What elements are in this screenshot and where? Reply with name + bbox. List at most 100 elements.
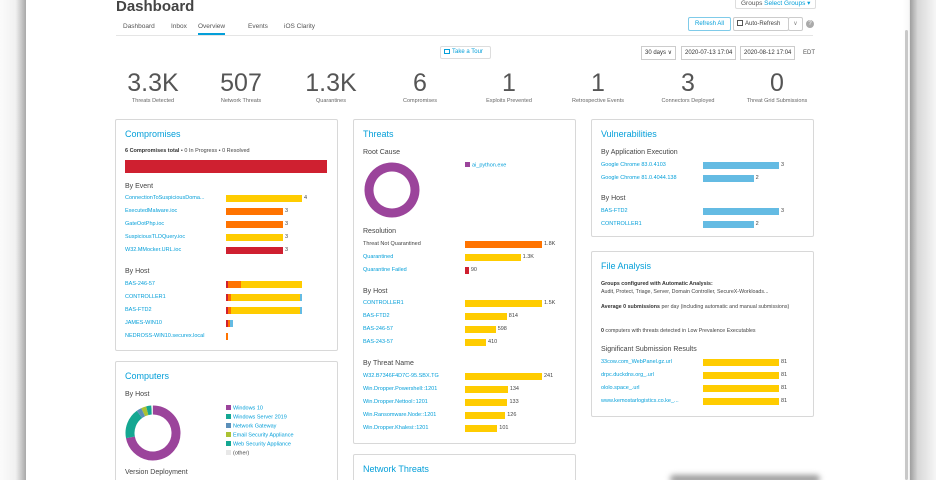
row-label[interactable]: W32.B7346F4D7C-95.SBX.TG [363, 373, 439, 379]
auto-refresh-toggle[interactable]: Auto-Refresh [733, 17, 789, 31]
bar[interactable] [703, 372, 779, 379]
legend-item[interactable]: Windows 10 [226, 405, 263, 412]
row-label[interactable]: BAS-246-57 [363, 326, 393, 332]
bar[interactable] [703, 398, 779, 405]
bar[interactable] [465, 267, 469, 274]
row-label[interactable]: 33cow.com_WebPanel.gz.url [601, 359, 672, 365]
row-label[interactable]: CONTROLLER1 [125, 294, 166, 300]
row-label[interactable]: GateOotPhp.ioc [125, 221, 165, 227]
row-label[interactable]: Quarantine Failed [363, 267, 407, 273]
end-date-input[interactable]: 2020-08-12 17:04 [740, 46, 796, 60]
row-label[interactable]: Quarantined [363, 254, 394, 260]
bar[interactable] [226, 195, 302, 202]
stat-compromises[interactable]: 6 Compromises [380, 70, 460, 104]
legend-item[interactable]: Windows Server 2019 [226, 414, 287, 421]
computers-title[interactable]: Computers [125, 371, 170, 381]
network-threats-title[interactable]: Network Threats [363, 464, 429, 474]
row-label[interactable]: BAS-FTD2 [363, 313, 390, 319]
bar[interactable] [465, 241, 542, 248]
bar[interactable] [465, 326, 496, 333]
row-label[interactable]: SuspiciousTLDQuery.ioc [125, 234, 186, 240]
auto-refresh-checkbox[interactable] [737, 20, 743, 26]
donut-slice[interactable] [364, 162, 420, 218]
bar[interactable] [465, 425, 498, 432]
row-label[interactable]: Win.Ransomware.Node::1201 [363, 412, 437, 418]
stat-network-threats[interactable]: 507 Network Threats [201, 70, 281, 104]
date-range-select[interactable]: 30 days ∨ [641, 46, 677, 60]
bar[interactable] [226, 234, 283, 241]
row-label[interactable]: Google Chrome 81.0.4044.138 [601, 175, 677, 181]
stat-threats-detected[interactable]: 3.3K Threats Detected [113, 70, 193, 104]
legend-item[interactable]: Email Security Appliance [226, 432, 294, 439]
row-label[interactable]: BAS-FTD2 [601, 208, 628, 214]
compromises-title[interactable]: Compromises [125, 129, 181, 139]
donut-slice[interactable] [125, 410, 143, 439]
bar[interactable] [226, 247, 283, 254]
take-tour-button[interactable]: Take a Tour [440, 46, 491, 59]
stacked-bar[interactable] [226, 281, 306, 288]
stat-connectors-deployed[interactable]: 3 Connectors Deployed [648, 70, 728, 104]
tab-ios-clarity[interactable]: iOS Clarity [284, 23, 316, 30]
bar[interactable] [226, 221, 283, 228]
stat-quarantines[interactable]: 1.3K Quarantines [291, 70, 371, 104]
row-label[interactable]: BAS-243-57 [363, 339, 393, 345]
file-analysis-title[interactable]: File Analysis [601, 261, 652, 271]
bar[interactable] [465, 339, 487, 346]
legend-item[interactable]: Network Gateway [226, 423, 276, 430]
auto-refresh-dropdown[interactable]: ∨ [788, 17, 803, 31]
row-label[interactable]: drpc.duckdns.org_.url [601, 372, 654, 378]
stacked-bar[interactable] [226, 333, 306, 340]
vulnerabilities-title[interactable]: Vulnerabilities [601, 129, 657, 139]
stacked-bar[interactable] [226, 294, 306, 301]
bar[interactable] [703, 221, 754, 228]
bar[interactable] [703, 385, 779, 392]
legend-item[interactable]: ai_python.exe [465, 162, 506, 169]
row-label[interactable]: NEDROSS-WIN10.securex.local [125, 333, 205, 339]
row-label[interactable]: Google Chrome 83.0.4103 [601, 162, 666, 168]
bar[interactable] [465, 412, 506, 419]
row-label[interactable]: ololo.space_.url [601, 385, 640, 391]
help-icon[interactable]: ? [806, 20, 814, 28]
bar[interactable] [703, 162, 779, 169]
row-label[interactable]: W32.MMocker.URL.ioc [125, 247, 182, 253]
tab-dashboard[interactable]: Dashboard [123, 23, 155, 30]
select-groups-link[interactable]: Select Groups ▾ [764, 0, 811, 7]
threats-title[interactable]: Threats [363, 129, 394, 139]
legend-item[interactable]: (other) [226, 450, 249, 457]
row-label[interactable]: Win.Dropper.Powershell::1201 [363, 386, 438, 392]
row-label[interactable]: CONTROLLER1 [363, 300, 404, 306]
compromises-total-bar[interactable] [125, 160, 327, 173]
row-label[interactable]: JAMES-WIN10 [125, 320, 162, 326]
bar[interactable] [465, 300, 542, 307]
start-date-input[interactable]: 2020-07-13 17:04 [681, 46, 737, 60]
row-label[interactable]: ExecutedMalware.ioc [125, 208, 178, 214]
row-label[interactable]: Win.Dropper.Nettool::1201 [363, 399, 428, 405]
stat-threat-grid-submissions[interactable]: 0 Threat Grid Submissions [737, 70, 817, 104]
row-label[interactable]: CONTROLLER1 [601, 221, 642, 227]
refresh-all-button[interactable]: Refresh All [688, 17, 731, 31]
groups-selector[interactable]: Groups Select Groups ▾ [735, 0, 817, 9]
bar[interactable] [703, 208, 779, 215]
page-scrollbar[interactable] [905, 30, 908, 480]
row-label[interactable]: www.kemostarlogistics.co.ke_... [601, 398, 679, 404]
tab-events[interactable]: Events [248, 23, 268, 30]
bar[interactable] [465, 373, 542, 380]
donut-slice[interactable] [146, 405, 152, 416]
row-label[interactable]: ConnectionToSuspiciousDoma... [125, 195, 205, 201]
bar[interactable] [703, 175, 754, 182]
bar[interactable] [703, 359, 779, 366]
row-label[interactable]: BAS-FTD2 [125, 307, 152, 313]
bar[interactable] [226, 208, 283, 215]
row-label[interactable]: Win.Dropper.Khalesi::1201 [363, 425, 429, 431]
tab-inbox[interactable]: Inbox [171, 23, 187, 30]
stacked-bar[interactable] [226, 307, 306, 314]
bar[interactable] [465, 254, 521, 261]
legend-item[interactable]: Web Security Appliance [226, 441, 291, 448]
bar[interactable] [465, 313, 507, 320]
bar[interactable] [465, 399, 508, 406]
tab-overview[interactable]: Overview [198, 23, 226, 35]
donut-slice[interactable] [141, 406, 149, 417]
bar[interactable] [465, 386, 508, 393]
stacked-bar[interactable] [226, 320, 306, 327]
donut-slice[interactable] [125, 405, 181, 461]
